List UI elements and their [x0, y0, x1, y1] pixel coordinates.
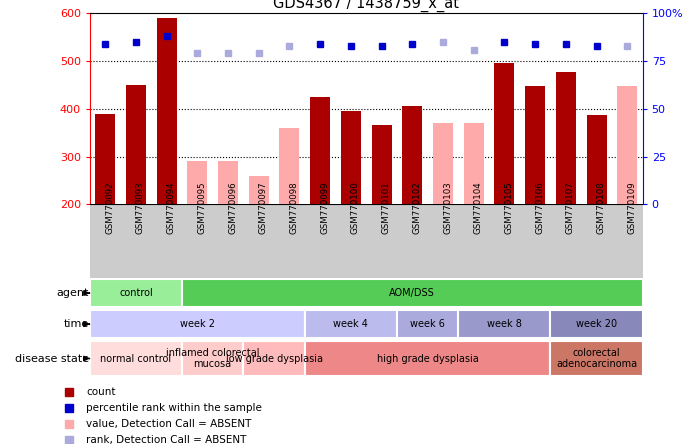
Text: time: time: [64, 319, 89, 329]
Bar: [428, 204, 458, 278]
Text: count: count: [86, 387, 116, 396]
Text: GSM770099: GSM770099: [320, 182, 329, 234]
Text: GSM770094: GSM770094: [167, 182, 176, 234]
Text: GSM770098: GSM770098: [290, 182, 299, 234]
Text: high grade dysplasia: high grade dysplasia: [377, 353, 479, 364]
Bar: [182, 341, 243, 376]
Bar: [305, 341, 551, 376]
Bar: [397, 310, 458, 338]
Bar: [581, 204, 612, 278]
Text: value, Detection Call = ABSENT: value, Detection Call = ABSENT: [86, 419, 252, 429]
Bar: [489, 204, 520, 278]
Text: GSM770102: GSM770102: [413, 182, 422, 234]
Bar: [274, 204, 305, 278]
Bar: [433, 123, 453, 204]
Bar: [90, 310, 305, 338]
Bar: [612, 204, 643, 278]
Text: GSM770106: GSM770106: [535, 182, 544, 234]
Text: GSM770097: GSM770097: [258, 182, 267, 234]
Bar: [90, 279, 182, 307]
Bar: [372, 126, 392, 204]
Text: GSM770104: GSM770104: [474, 182, 483, 234]
Bar: [187, 161, 207, 204]
Bar: [182, 204, 213, 278]
Bar: [120, 204, 151, 278]
Bar: [310, 97, 330, 204]
Text: week 4: week 4: [334, 319, 368, 329]
Text: GSM770093: GSM770093: [136, 182, 145, 234]
Text: AOM/DSS: AOM/DSS: [390, 288, 435, 298]
Bar: [587, 115, 607, 204]
Title: GDS4367 / 1438759_x_at: GDS4367 / 1438759_x_at: [273, 0, 460, 12]
Bar: [402, 107, 422, 204]
Text: percentile rank within the sample: percentile rank within the sample: [86, 403, 263, 412]
Bar: [551, 204, 581, 278]
Text: GSM770108: GSM770108: [596, 182, 605, 234]
Text: GSM770092: GSM770092: [105, 182, 114, 234]
Text: normal control: normal control: [100, 353, 171, 364]
Text: rank, Detection Call = ABSENT: rank, Detection Call = ABSENT: [86, 435, 247, 444]
Bar: [243, 204, 274, 278]
Bar: [495, 63, 514, 204]
Bar: [90, 204, 120, 278]
Bar: [126, 85, 146, 204]
Bar: [551, 341, 643, 376]
Bar: [218, 161, 238, 204]
Bar: [520, 204, 551, 278]
Text: agent: agent: [57, 288, 89, 298]
Text: GSM770101: GSM770101: [381, 182, 390, 234]
Text: GSM770100: GSM770100: [351, 182, 360, 234]
Text: GSM770096: GSM770096: [228, 182, 237, 234]
Bar: [182, 279, 643, 307]
Text: inflamed colorectal
mucosa: inflamed colorectal mucosa: [166, 348, 259, 369]
Bar: [458, 204, 489, 278]
Bar: [525, 86, 545, 204]
Bar: [458, 310, 551, 338]
Text: week 2: week 2: [180, 319, 215, 329]
Text: colorectal
adenocarcinoma: colorectal adenocarcinoma: [556, 348, 637, 369]
Bar: [95, 114, 115, 204]
Bar: [551, 310, 643, 338]
Bar: [366, 204, 397, 278]
Bar: [90, 341, 182, 376]
Bar: [249, 176, 269, 204]
Text: disease state: disease state: [15, 353, 89, 364]
Text: control: control: [119, 288, 153, 298]
Bar: [151, 204, 182, 278]
Text: week 6: week 6: [410, 319, 445, 329]
Bar: [279, 128, 299, 204]
Bar: [556, 71, 576, 204]
Bar: [617, 86, 637, 204]
Text: low grade dysplasia: low grade dysplasia: [225, 353, 323, 364]
Text: GSM770107: GSM770107: [566, 182, 575, 234]
Bar: [157, 18, 177, 204]
Text: GSM770109: GSM770109: [627, 182, 636, 234]
Text: week 8: week 8: [487, 319, 522, 329]
Text: GSM770105: GSM770105: [504, 182, 513, 234]
Bar: [305, 204, 336, 278]
Bar: [336, 204, 366, 278]
Bar: [397, 204, 428, 278]
Text: GSM770095: GSM770095: [198, 182, 207, 234]
Text: week 20: week 20: [576, 319, 617, 329]
Bar: [341, 111, 361, 204]
Bar: [305, 310, 397, 338]
Bar: [464, 123, 484, 204]
Bar: [243, 341, 305, 376]
Bar: [213, 204, 243, 278]
Text: GSM770103: GSM770103: [443, 182, 452, 234]
